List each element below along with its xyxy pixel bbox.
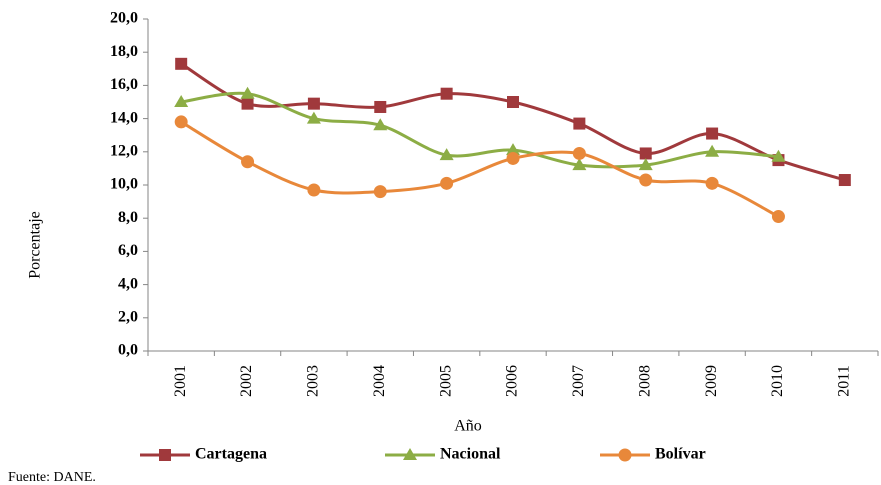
x-tick-label: 2002 (238, 365, 255, 397)
data-point (506, 143, 520, 156)
legend-label: Cartagena (195, 446, 267, 463)
data-point (838, 174, 851, 187)
data-point (306, 111, 321, 124)
data-point (240, 86, 255, 99)
data-point (175, 57, 188, 70)
data-point (638, 158, 653, 171)
legend-label: Bolívar (655, 446, 706, 463)
data-point (572, 158, 587, 171)
legend-marker (159, 449, 171, 461)
y-tick-label: 16,0 (110, 76, 138, 93)
legend-marker (403, 448, 417, 460)
data-point (241, 155, 255, 169)
data-point (771, 210, 785, 224)
data-point (307, 97, 320, 110)
x-tick-label: 2005 (437, 365, 454, 397)
data-point (572, 146, 586, 160)
y-tick-label: 20,0 (110, 10, 138, 27)
data-point (374, 100, 387, 113)
y-tick-label: 4,0 (118, 275, 138, 292)
x-tick-label: 2004 (371, 365, 388, 397)
y-tick-label: 0,0 (118, 342, 138, 359)
x-tick-label: 2007 (570, 365, 587, 397)
x-tick-label: 2003 (305, 365, 322, 397)
data-point (373, 118, 388, 131)
data-point (771, 149, 786, 162)
legend-marker (618, 448, 632, 462)
data-point (705, 176, 719, 190)
y-tick-label: 10,0 (110, 176, 138, 193)
data-point (573, 117, 586, 130)
source: Fuente: DANE. (8, 470, 96, 485)
data-point (639, 173, 653, 187)
x-tick-label: 2006 (504, 365, 521, 397)
x-tick-label: 2010 (769, 365, 786, 397)
data-point (705, 144, 720, 157)
data-point (440, 87, 453, 100)
data-point (440, 176, 454, 190)
data-point (639, 147, 652, 160)
series-line (180, 120, 780, 218)
x-tick-label: 2009 (703, 365, 720, 397)
data-point (373, 185, 387, 199)
x-tick-label: 2011 (835, 365, 852, 396)
data-point (506, 151, 520, 165)
x-axis-label: Año (454, 418, 482, 435)
data-point (439, 148, 454, 161)
y-tick-label: 8,0 (118, 209, 138, 226)
y-tick-label: 18,0 (110, 43, 138, 60)
data-point (174, 95, 189, 107)
series-line (180, 91, 779, 169)
data-point (307, 183, 321, 197)
y-tick-label: 2,0 (118, 308, 138, 325)
y-axis-label: Porcentaje (27, 211, 44, 279)
data-point (706, 127, 719, 140)
legend-label: Nacional (440, 446, 501, 463)
x-tick-label: 2001 (172, 365, 189, 397)
data-point (241, 97, 254, 110)
y-tick-label: 14,0 (110, 109, 138, 126)
y-tick-label: 12,0 (110, 142, 138, 159)
y-tick-label: 6,0 (118, 242, 138, 259)
data-point (507, 96, 519, 108)
data-point (174, 115, 188, 129)
x-tick-label: 2008 (636, 365, 653, 397)
